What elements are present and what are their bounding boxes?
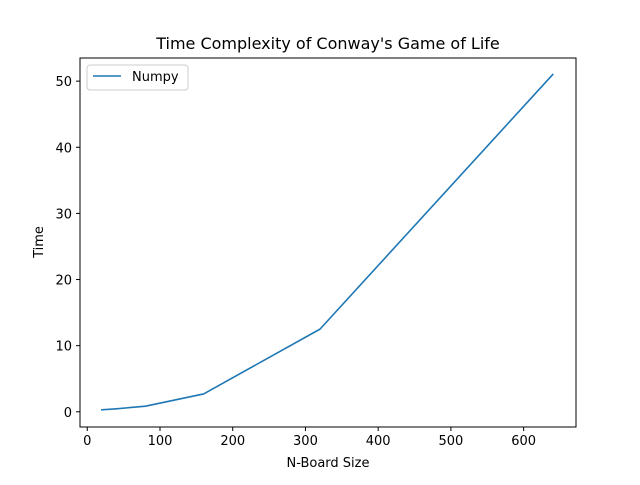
legend-box	[86, 64, 189, 91]
y-tick-label: 50	[55, 75, 72, 90]
x-tick-label: 0	[83, 434, 91, 449]
y-axis-ticks: 0 10 20 30 40 50	[55, 75, 80, 421]
x-tick-label: 100	[148, 434, 173, 449]
legend: Numpy	[86, 64, 189, 91]
y-tick-label: 0	[64, 406, 72, 421]
y-tick-label: 40	[55, 141, 72, 156]
x-axis-ticks: 0 100 200 300 400 500 600	[83, 427, 536, 449]
x-tick-label: 400	[366, 434, 391, 449]
series-layer	[100, 73, 554, 411]
chart-title: Time Complexity of Conway's Game of Life	[155, 34, 500, 53]
y-axis-label: Time	[32, 226, 47, 259]
plot-frame	[79, 57, 577, 428]
y-tick-label: 20	[55, 274, 72, 289]
series-line-numpy	[100, 73, 554, 411]
x-tick-label: 300	[293, 434, 318, 449]
x-tick-label: 200	[220, 434, 245, 449]
y-tick-label: 30	[55, 207, 72, 222]
x-tick-label: 600	[511, 434, 536, 449]
x-tick-label: 500	[438, 434, 463, 449]
plot-area	[80, 58, 576, 427]
legend-label-numpy: Numpy	[132, 70, 179, 85]
y-tick-label: 10	[55, 340, 72, 355]
x-axis-label: N-Board Size	[287, 456, 370, 471]
